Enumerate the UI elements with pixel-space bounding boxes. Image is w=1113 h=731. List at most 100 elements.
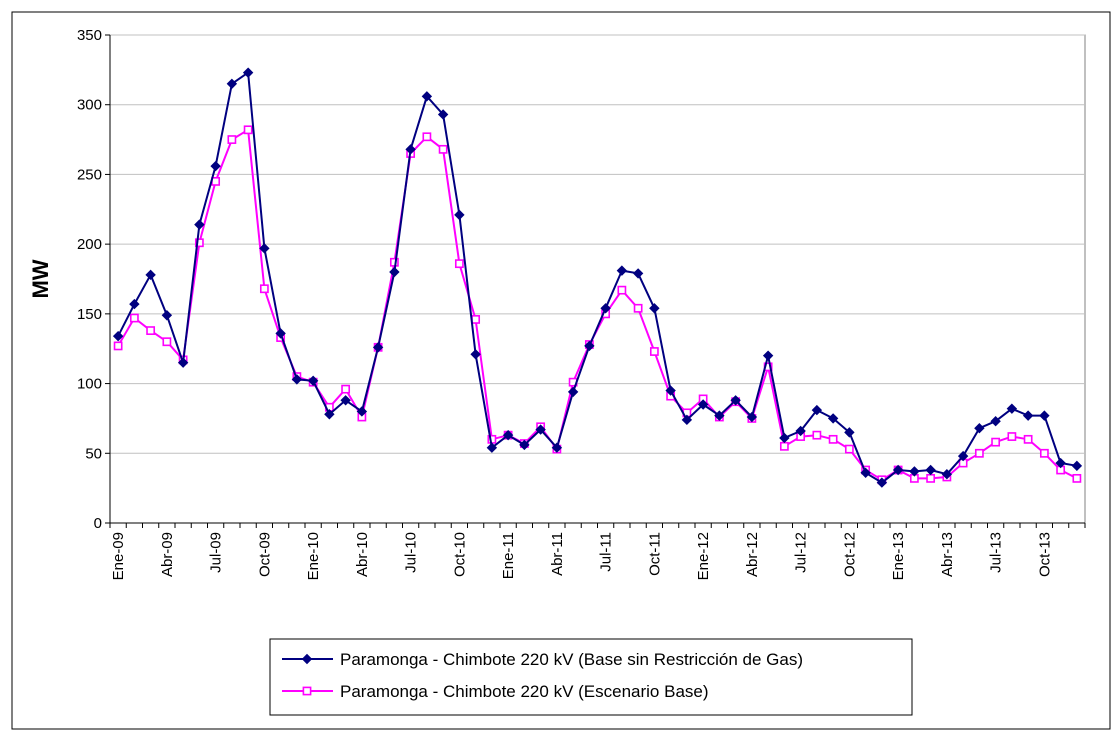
x-tick-label: Oct-11 bbox=[646, 532, 663, 576]
x-tick-label: Jul-12 bbox=[793, 532, 810, 573]
series-group bbox=[112, 67, 1083, 488]
data-point bbox=[892, 464, 904, 476]
data-point bbox=[210, 160, 221, 172]
data-point bbox=[242, 67, 254, 78]
data-point bbox=[617, 285, 627, 295]
data-point bbox=[454, 259, 464, 269]
data-point bbox=[779, 441, 789, 451]
data-point bbox=[471, 315, 481, 324]
data-point bbox=[422, 132, 432, 142]
data-point bbox=[811, 404, 823, 416]
y-tick-label: 100 bbox=[77, 376, 102, 393]
data-point bbox=[844, 444, 854, 454]
x-tick-label: Jul-09 bbox=[208, 532, 225, 573]
data-point bbox=[1022, 410, 1034, 421]
data-point bbox=[243, 125, 253, 135]
legend-marker bbox=[301, 653, 313, 665]
data-point bbox=[502, 429, 514, 441]
data-point bbox=[746, 411, 758, 423]
y-axis-label: MW bbox=[28, 259, 53, 298]
data-point bbox=[649, 347, 659, 356]
x-tick-label: Abr-13 bbox=[939, 532, 956, 577]
data-point bbox=[795, 425, 806, 437]
x-tick-label: Oct-10 bbox=[451, 532, 468, 577]
data-point bbox=[697, 399, 709, 410]
legend-label: Paramonga - Chimbote 220 kV (Base sin Re… bbox=[340, 650, 803, 669]
data-point bbox=[567, 386, 579, 398]
data-point bbox=[438, 144, 448, 154]
data-point bbox=[113, 341, 123, 351]
data-point bbox=[259, 284, 269, 294]
data-point bbox=[925, 464, 936, 476]
legend-box bbox=[269, 638, 913, 716]
data-point bbox=[926, 473, 936, 483]
legend-marker bbox=[302, 686, 312, 696]
data-point bbox=[957, 450, 969, 462]
data-point bbox=[844, 427, 855, 438]
data-point bbox=[991, 437, 1001, 447]
data-point bbox=[437, 109, 449, 120]
y-tick-label: 200 bbox=[77, 236, 102, 253]
data-point bbox=[341, 384, 351, 394]
y-tick-label: 50 bbox=[85, 445, 102, 462]
data-point bbox=[1007, 432, 1017, 441]
data-point bbox=[1055, 457, 1066, 469]
data-point bbox=[227, 135, 237, 144]
data-point bbox=[909, 466, 920, 477]
data-point bbox=[827, 413, 839, 424]
data-point bbox=[129, 313, 139, 323]
data-point bbox=[1006, 403, 1018, 414]
data-point bbox=[974, 422, 985, 434]
data-point bbox=[129, 298, 140, 310]
data-point bbox=[535, 424, 546, 435]
legend-label: Paramonga - Chimbote 220 kV (Escenario B… bbox=[340, 682, 709, 701]
data-point bbox=[812, 430, 822, 440]
x-tick-label: Abr-10 bbox=[354, 532, 371, 577]
data-point bbox=[145, 269, 156, 281]
data-point bbox=[665, 385, 676, 396]
x-tick-label: Oct-13 bbox=[1036, 532, 1053, 577]
data-point bbox=[372, 342, 384, 353]
legend-item: Paramonga - Chimbote 220 kV (Escenario B… bbox=[282, 682, 709, 701]
x-tick-label: Abr-11 bbox=[549, 532, 566, 576]
data-point bbox=[730, 395, 741, 406]
y-tick-label: 150 bbox=[77, 306, 102, 323]
y-tick-labels: 0 50 100 150 200 250 300 350 bbox=[77, 27, 102, 532]
data-point bbox=[259, 243, 270, 254]
data-point bbox=[860, 467, 871, 479]
data-point bbox=[470, 349, 481, 360]
data-point bbox=[162, 337, 172, 347]
data-point bbox=[211, 177, 221, 186]
data-point bbox=[324, 409, 335, 420]
data-point bbox=[828, 434, 838, 444]
data-point bbox=[405, 144, 416, 155]
axes bbox=[105, 34, 1086, 528]
x-tick-labels: Ene-09 Abr-09 Jul-09 Oct-09 Ene-10 Abr-10 Jul-… bbox=[110, 532, 1053, 580]
data-point bbox=[454, 209, 465, 221]
x-tick-label: Ene-12 bbox=[695, 532, 712, 580]
data-point bbox=[486, 442, 498, 453]
x-tick-label: Ene-11 bbox=[500, 532, 517, 579]
x-tick-label: Oct-09 bbox=[256, 532, 273, 577]
data-point bbox=[779, 432, 790, 444]
data-point bbox=[616, 265, 628, 276]
data-point bbox=[307, 375, 319, 386]
data-point bbox=[389, 266, 400, 278]
data-point bbox=[1039, 448, 1049, 458]
x-tick-label: Abr-09 bbox=[159, 532, 176, 577]
data-point bbox=[177, 357, 189, 368]
data-point bbox=[974, 448, 984, 458]
data-point bbox=[194, 238, 204, 248]
data-point bbox=[1072, 473, 1082, 483]
x-tick-label: Jul-10 bbox=[403, 532, 420, 573]
y-tick-label: 0 bbox=[94, 515, 102, 532]
x-tick-label: Ene-13 bbox=[890, 532, 907, 580]
data-point bbox=[584, 340, 595, 352]
data-point bbox=[990, 416, 1001, 427]
data-point bbox=[275, 328, 286, 339]
data-point bbox=[1071, 460, 1083, 472]
x-tick-label: Oct-12 bbox=[841, 532, 858, 577]
data-point bbox=[146, 326, 156, 335]
legend-item: Paramonga - Chimbote 220 kV (Base sin Re… bbox=[282, 650, 803, 669]
